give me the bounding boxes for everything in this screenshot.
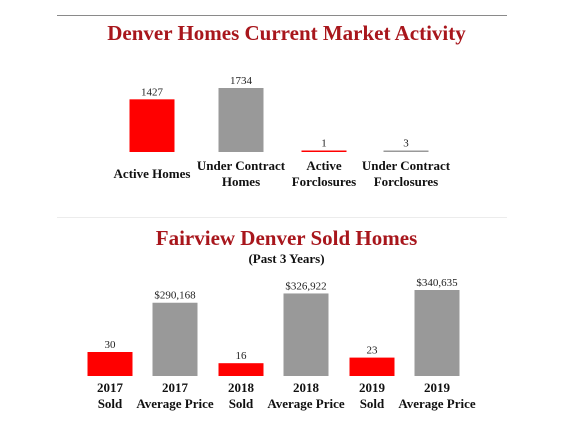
chart2-category-label-1-line-1: 2017 [97,380,123,395]
chart2-category-label-4-line-1: 2018 [293,380,319,395]
chart1-category-label-3: Active Forclosures [269,158,379,190]
chart1-category-label-3-line-2: Forclosures [291,174,357,189]
chart2-category-label-5-line-2: Sold [359,396,385,411]
chart2-bar-5 [349,357,395,376]
chart2-category-label-2: 2017 Average Price [120,380,230,412]
chart1-category-label-2-line-2: Homes [221,174,261,189]
chart2-category-label-6: 2019 Average Price [382,380,492,412]
chart1-value-label-4: 3 [403,138,409,150]
chart2-value-label-6: $340,635 [416,277,458,289]
chart1-bar-2 [218,88,264,152]
chart2-category-label-4: 2018 Average Price [251,380,361,412]
top-divider [57,15,507,16]
chart2-category-label-3-line-2: Sold [228,396,254,411]
chart1-category-label-2-line-1: Under Contract [196,158,286,173]
chart2-bar-3 [218,363,264,376]
chart2-value-label-4: $326,922 [285,280,326,292]
chart1-bar-1 [129,99,175,152]
chart1-bar-4 [383,150,429,152]
chart1-category-label-2: Under Contract Homes [186,158,296,190]
chart1-category-label-3-line-1: Active [306,158,342,173]
chart2-bar-6 [414,290,460,376]
chart1-title: Denver Homes Current Market Activity [107,21,466,45]
chart1-category-label-4-line-2: Forclosures [373,174,439,189]
chart2-value-label-1: 30 [105,339,117,351]
chart2-category-label-3: 2018 Sold [186,380,296,412]
chart2-category-label-1-line-2: Sold [97,396,123,411]
chart2-category-label-3-line-1: 2018 [228,380,254,395]
chart2-value-label-3: 16 [236,350,248,362]
chart1-value-label-3: 1 [321,138,327,150]
chart1-value-label-1: 1427 [141,86,164,98]
chart2-bar-1 [87,352,133,376]
chart2-subtitle: (Past 3 Years) [248,251,325,266]
chart2-category-label-5: 2019 Sold [317,380,427,412]
chart2-category-label-2-line-2: Average Price [136,396,214,411]
chart2-value-label-5: 23 [367,345,379,357]
chart1-bar-3 [301,150,347,152]
chart2-category-label-4-line-2: Average Price [267,396,345,411]
chart1-category-label-1: Active Homes [97,166,207,182]
chart2-category-label-2-line-1: 2017 [162,380,188,395]
chart2-category-label-6-line-2: Average Price [398,396,476,411]
chart2-category-label-5-line-1: 2019 [359,380,385,395]
chart2-value-label-2: $290,168 [154,290,196,302]
chart2-category-label-6-line-1: 2019 [424,380,450,395]
chart2-bar-2 [152,302,198,376]
chart2-category-label-1: 2017 Sold [55,380,165,412]
chart1-value-label-2: 1734 [230,75,253,87]
chart1-category-label-1-line-1: Active Homes [113,166,191,181]
chart2-bar-4 [283,293,329,376]
chart1-category-label-4-line-1: Under Contract [361,158,451,173]
chart1-category-label-4: Under Contract Forclosures [351,158,461,190]
chart2-title: Fairview Denver Sold Homes [155,226,418,250]
middle-divider [57,217,507,218]
